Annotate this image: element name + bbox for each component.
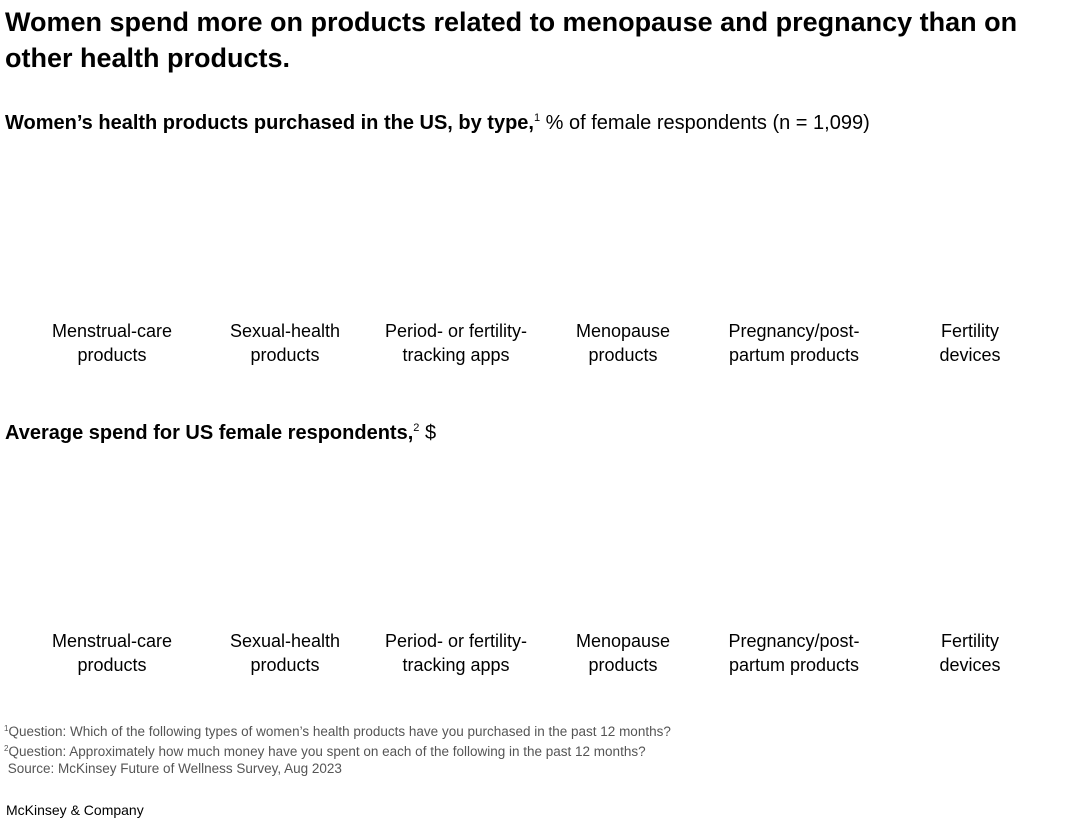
chart-title: Women spend more on products related to … [5, 7, 1018, 73]
category-label: Fertility devices [939, 321, 1001, 365]
category-label: Fertility devices [939, 631, 1001, 675]
chart-1-unit: % of female respondents (n = 1,099) [540, 112, 870, 134]
chart-1-subtitle: Women’s health products purchased in the… [5, 106, 870, 135]
category-label: Menstrual-care products [51, 321, 173, 365]
category-label: Menopause products [575, 321, 671, 365]
category-label: Menopause products [575, 631, 671, 675]
chart-2-unit: $ [419, 422, 437, 444]
footnotes: 1Question: Which of the following types … [4, 720, 671, 777]
chart-2-subtitle-bold: Average spend for US female respondents, [5, 422, 414, 444]
footnote-ref-2: 2 [413, 422, 420, 434]
category-label: Period- or fertility- tracking apps [384, 321, 528, 365]
source-text: Source: McKinsey Future of Wellness Surv… [4, 761, 342, 776]
category-label: Sexual-health products [229, 321, 341, 365]
source-note: Source: McKinsey Future of Wellness Surv… [4, 760, 671, 777]
footnote-1-text: Question: Which of the following types o… [8, 724, 671, 739]
category-label: Pregnancy/post- partum products [728, 321, 860, 365]
chart-2-subtitle: Average spend for US female respondents,… [5, 416, 436, 445]
category-label: Menstrual-care products [51, 631, 173, 675]
category-label: Period- or fertility- tracking apps [384, 631, 528, 675]
footnote-2: 2Question: Approximately how much money … [4, 740, 671, 760]
category-label: Sexual-health products [229, 631, 341, 675]
footnote-2-sup: 2 [4, 744, 9, 753]
footnote-1-sup: 1 [4, 724, 9, 733]
mckinsey-logo: McKinsey & Company [6, 802, 144, 818]
footnote-ref-1: 1 [533, 112, 541, 124]
category-label: Pregnancy/post- partum products [728, 631, 860, 675]
footnote-1: 1Question: Which of the following types … [4, 720, 671, 740]
footnote-2-text: Question: Approximately how much money h… [8, 744, 646, 759]
chart-1-subtitle-bold: Women’s health products purchased in the… [5, 112, 534, 134]
